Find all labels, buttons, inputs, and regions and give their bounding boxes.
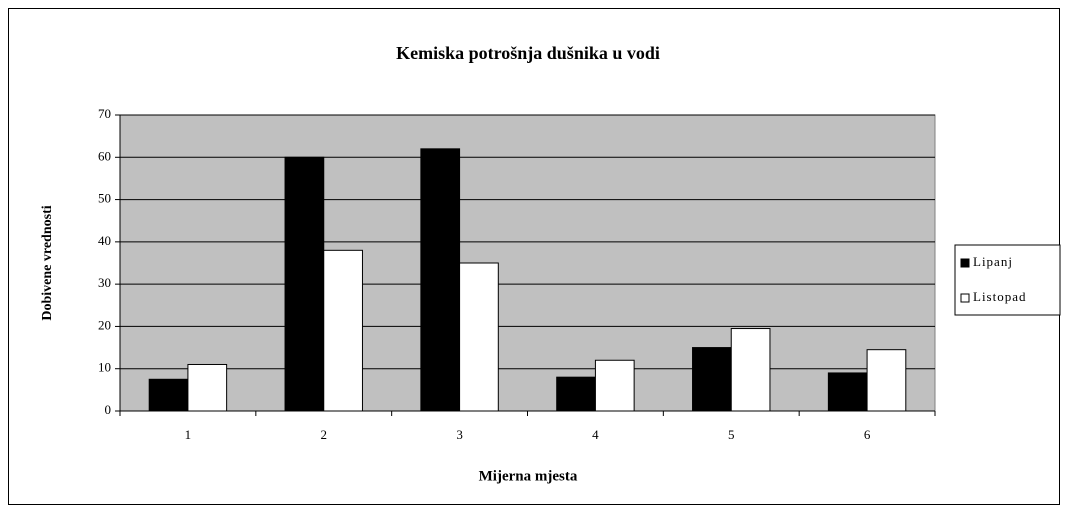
bar <box>594 359 635 412</box>
legend-box <box>954 244 1061 316</box>
x-tick-label: 2 <box>321 427 328 442</box>
x-tick-label: 6 <box>864 427 871 442</box>
y-tick-label: 0 <box>105 402 112 417</box>
bar <box>730 328 771 412</box>
bar <box>556 376 596 412</box>
bar <box>866 349 907 412</box>
legend-swatch <box>960 293 970 303</box>
y-tick-label: 50 <box>98 191 111 206</box>
bar <box>692 347 732 412</box>
y-tick-label: 40 <box>98 233 111 248</box>
x-tick-label: 3 <box>456 427 463 442</box>
bar <box>148 378 189 412</box>
bar <box>323 249 363 412</box>
legend-label: Lipanj <box>973 254 1013 269</box>
y-tick-label: 10 <box>98 360 111 375</box>
y-tick-label: 70 <box>98 106 111 121</box>
x-tick-label: 1 <box>185 427 192 442</box>
bar <box>459 262 499 412</box>
y-tick-label: 60 <box>98 148 111 163</box>
x-axis-label: Mijerna mjesta <box>479 468 578 484</box>
bar <box>284 156 325 412</box>
x-tick-label: 4 <box>592 427 599 442</box>
legend-swatch <box>960 258 970 268</box>
y-tick-label: 30 <box>98 275 111 290</box>
bar <box>420 148 461 412</box>
y-axis-label: Dobivene vrednosti <box>40 205 55 320</box>
plot-area <box>119 114 936 412</box>
x-tick-label: 5 <box>728 427 735 442</box>
chart-title: Kemiska potrošnja dušnika u vodi <box>396 43 660 63</box>
y-tick-label: 20 <box>98 317 111 332</box>
legend-label: Listopad <box>973 289 1027 304</box>
bar <box>827 372 868 412</box>
bar <box>187 363 228 412</box>
